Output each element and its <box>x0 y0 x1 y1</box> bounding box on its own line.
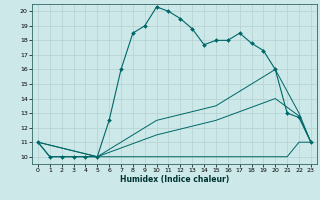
X-axis label: Humidex (Indice chaleur): Humidex (Indice chaleur) <box>120 175 229 184</box>
